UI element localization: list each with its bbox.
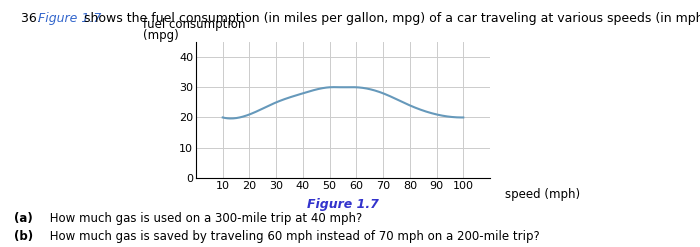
Text: speed (mph): speed (mph) <box>505 188 580 201</box>
Text: (a): (a) <box>14 212 33 226</box>
Text: Figure 1.7: Figure 1.7 <box>38 12 102 25</box>
Text: fuel consumption: fuel consumption <box>143 18 246 31</box>
Text: How much gas is saved by traveling 60 mph instead of 70 mph on a 200-mile trip?: How much gas is saved by traveling 60 mp… <box>46 230 539 243</box>
Text: (b): (b) <box>14 230 33 243</box>
Text: Figure 1.7: Figure 1.7 <box>307 198 379 211</box>
Text: How much gas is used on a 300-mile trip at 40 mph?: How much gas is used on a 300-mile trip … <box>46 212 362 226</box>
Text: shows the fuel consumption (in miles per gallon, mpg) of a car traveling at vari: shows the fuel consumption (in miles per… <box>80 12 700 25</box>
Text: 36.: 36. <box>21 12 45 25</box>
Text: (mpg): (mpg) <box>143 29 178 42</box>
